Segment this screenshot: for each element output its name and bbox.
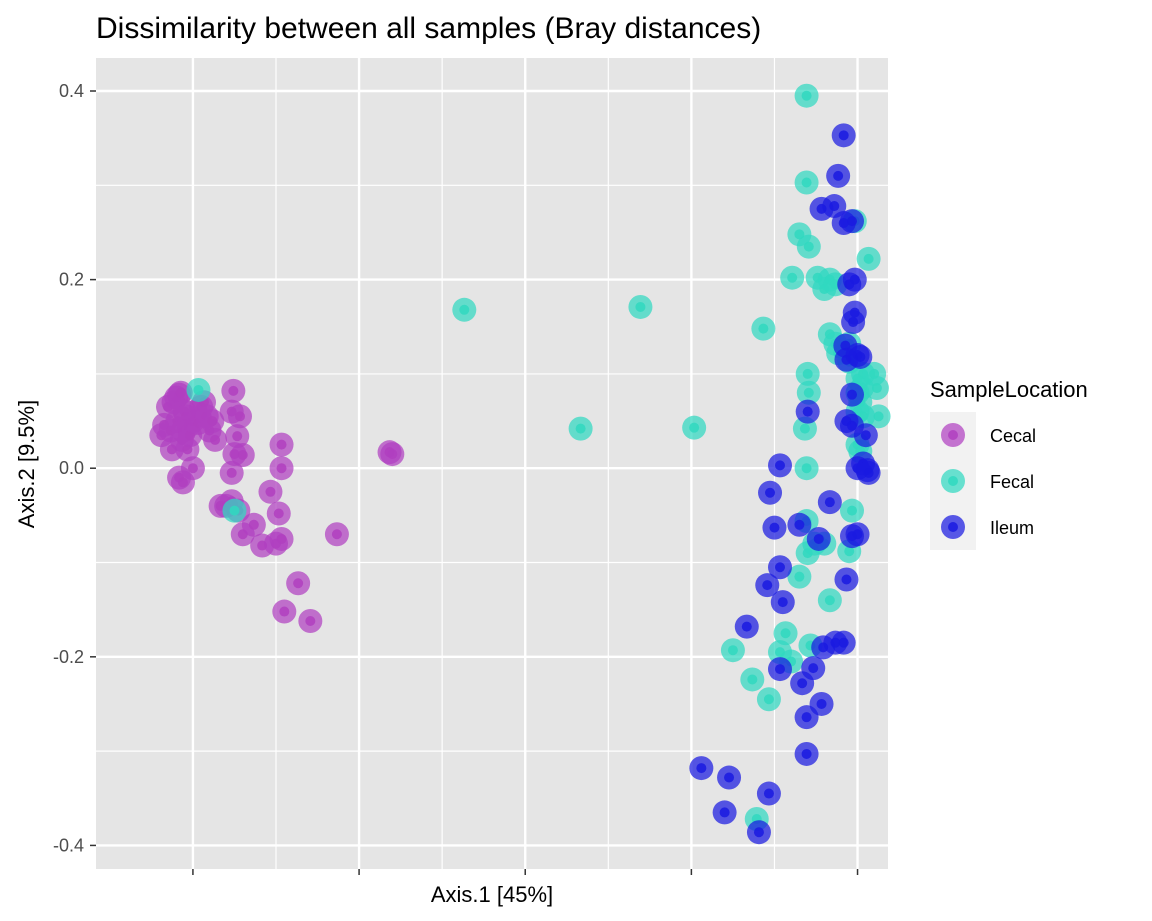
point-ileum-21 [817, 490, 842, 515]
point-cecal-46 [269, 456, 294, 481]
point-fecal-1 [222, 498, 247, 523]
point-fecal-28 [856, 246, 881, 271]
point-ileum-30 [770, 590, 795, 615]
point-ileum-42 [689, 756, 714, 781]
point-ileum-7 [837, 272, 862, 297]
point-fecal-5 [682, 415, 707, 440]
point-fecal-50 [720, 638, 745, 663]
point-cecal-45 [269, 526, 294, 551]
legend-items: Cecal Fecal Ileum [941, 423, 1036, 539]
legend-item-cecal: Cecal [941, 423, 1036, 447]
point-ileum-48 [795, 399, 820, 424]
point-cecal-33 [228, 404, 252, 429]
point-cecal-24 [200, 409, 225, 434]
legend-label-fecal: Fecal [990, 472, 1034, 492]
point-fecal-7 [794, 170, 819, 195]
point-cecal-47 [269, 432, 294, 457]
point-ileum-32 [734, 614, 759, 639]
point-cecal-9 [168, 380, 193, 405]
point-cecal-49 [286, 571, 311, 596]
point-ileum-24 [806, 526, 831, 551]
point-fecal-6 [794, 83, 819, 108]
point-ileum-17 [853, 423, 878, 448]
point-ileum-27 [758, 480, 783, 505]
legend-item-ileum: Ileum [941, 515, 1034, 539]
legend-item-fecal: Fecal [941, 469, 1034, 493]
point-cecal-28 [180, 456, 205, 481]
point-ileum-31 [755, 573, 780, 598]
point-ileum-38 [831, 630, 856, 655]
point-ileum-9 [841, 310, 866, 335]
point-fecal-53 [864, 376, 889, 401]
point-ileum-26 [768, 453, 792, 478]
y-tick-label-4: 0.4 [59, 81, 84, 101]
y-axis-title: Axis.2 [9.5%] [14, 400, 39, 528]
point-fecal-43 [773, 621, 798, 646]
point-cecal-34 [230, 443, 255, 468]
point-ileum-46 [746, 820, 771, 845]
point-ileum-25 [787, 512, 812, 537]
point-fecal-54 [866, 404, 891, 429]
point-fecal-33 [794, 456, 819, 481]
point-ileum-41 [794, 741, 819, 766]
point-ileum-47 [834, 567, 859, 592]
point-cecal-30 [221, 378, 246, 403]
y-tick-label-2: 0.0 [59, 458, 84, 478]
legend-label-ileum: Ileum [990, 518, 1034, 538]
point-fecal-30 [795, 361, 820, 386]
point-fecal-0 [186, 377, 211, 402]
point-fecal-9 [787, 222, 812, 247]
point-cecal-51 [324, 522, 349, 547]
point-cecal-35 [219, 460, 244, 485]
point-cecal-32 [225, 424, 250, 449]
point-fecal-45 [740, 667, 765, 692]
point-ileum-40 [794, 705, 819, 730]
point-fecal-3 [568, 416, 593, 441]
point-fecal-2 [452, 297, 477, 322]
point-fecal-31 [796, 380, 821, 405]
point-ileum-23 [845, 522, 870, 547]
point-ileum-13 [848, 344, 873, 369]
x-axis-title: Axis.1 [45%] [431, 882, 553, 907]
data-points [149, 83, 891, 845]
chart-title: Dissimilarity between all samples (Bray … [96, 12, 761, 45]
point-ileum-14 [840, 382, 864, 407]
point-cecal-48 [272, 599, 297, 624]
point-fecal-38 [817, 588, 842, 613]
point-fecal-40 [840, 498, 864, 523]
point-ileum-49 [856, 460, 881, 485]
point-ileum-44 [712, 800, 737, 825]
legend-label-cecal: Cecal [990, 426, 1036, 446]
point-fecal-44 [756, 687, 781, 712]
point-ileum-1 [826, 163, 851, 188]
point-cecal-25 [203, 427, 228, 452]
point-ileum-43 [717, 765, 742, 790]
point-fecal-4 [628, 294, 653, 319]
point-ileum-35 [801, 656, 826, 681]
point-ileum-28 [762, 515, 787, 540]
point-ileum-33 [768, 657, 792, 682]
point-cecal-42 [258, 479, 283, 504]
point-ileum-5 [840, 209, 864, 234]
y-tick-label-0: -0.4 [53, 835, 84, 855]
point-ileum-29 [768, 555, 792, 580]
legend-title: SampleLocation [930, 377, 1088, 402]
point-fecal-11 [780, 265, 805, 290]
y-tick-label-1: -0.2 [53, 647, 84, 667]
y-tick-label-3: 0.2 [59, 270, 84, 290]
point-fecal-10 [751, 316, 776, 341]
point-cecal-44 [266, 501, 291, 526]
point-cecal-40 [241, 512, 266, 537]
y-axis-ticks: -0.4 -0.2 0.0 0.2 0.4 [53, 81, 859, 875]
legend: SampleLocation Cecal Fecal Ileum [930, 377, 1088, 550]
point-ileum-45 [756, 781, 781, 806]
point-cecal-53 [377, 440, 402, 465]
point-fecal-49 [787, 564, 812, 589]
point-ileum-0 [831, 123, 856, 148]
point-cecal-50 [298, 608, 323, 633]
gridlines [96, 58, 888, 869]
